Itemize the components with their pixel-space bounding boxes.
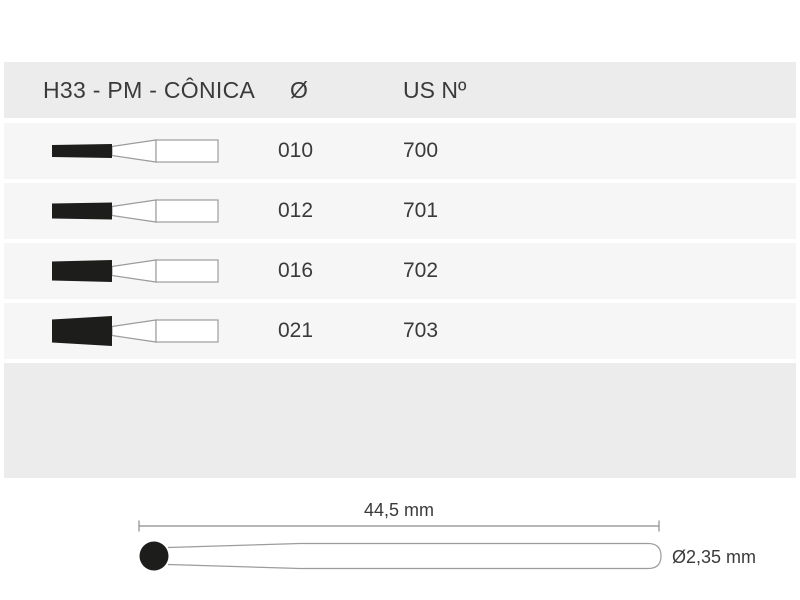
bur-head-shape [52, 316, 112, 346]
bur-neck-shape [111, 319, 157, 343]
shank-diameter-label: Ø2,35 mm [672, 547, 757, 567]
table-row: 021 703 [4, 303, 796, 359]
length-dimension-label: 44,5 mm [363, 500, 435, 520]
bur-shank-shape [155, 259, 219, 283]
bur-profile-drawing [138, 520, 662, 571]
diameter-value: 012 [278, 199, 314, 222]
bur-catalog-table: H33 - PM - CÔNICA Ø US Nº 010 700 012 70… [4, 62, 796, 478]
table-row: 016 702 [4, 243, 796, 299]
bur-illustration [52, 139, 219, 163]
us-number-value: 700 [403, 139, 439, 162]
bur-neck-shape [111, 199, 157, 223]
dimension-diagram: 44,5 mm Ø2,35 mm [0, 498, 800, 593]
bur-shank-shape [155, 319, 219, 343]
bur-head-shape [52, 260, 112, 282]
diameter-value: 010 [278, 139, 314, 162]
diameter-value: 021 [278, 319, 314, 342]
diameter-value: 016 [278, 259, 314, 282]
bur-illustration [52, 316, 219, 346]
bur-illustration [52, 199, 219, 223]
us-number-value: 702 [403, 259, 439, 282]
bur-head-shape [52, 202, 112, 220]
table-header-row: H33 - PM - CÔNICA Ø US Nº [4, 62, 796, 118]
table-row: 012 701 [4, 183, 796, 239]
us-number-value: 703 [403, 319, 439, 342]
bur-illustration [52, 259, 219, 283]
diameter-column-header: Ø [290, 77, 308, 103]
table-footer-spacer [4, 363, 796, 478]
table-row: 010 700 [4, 123, 796, 179]
bur-ball-head [139, 541, 169, 571]
us-number-value: 701 [403, 199, 439, 222]
bur-neck-shape [111, 259, 157, 283]
bur-shank-shape [155, 199, 219, 223]
us-number-column-header: US Nº [403, 77, 467, 103]
bur-head-shape [52, 144, 112, 158]
table-title: H33 - PM - CÔNICA [43, 77, 256, 103]
bur-neck-shape [111, 139, 157, 163]
bur-shank-shape [155, 139, 219, 163]
shank-outline [167, 542, 662, 570]
